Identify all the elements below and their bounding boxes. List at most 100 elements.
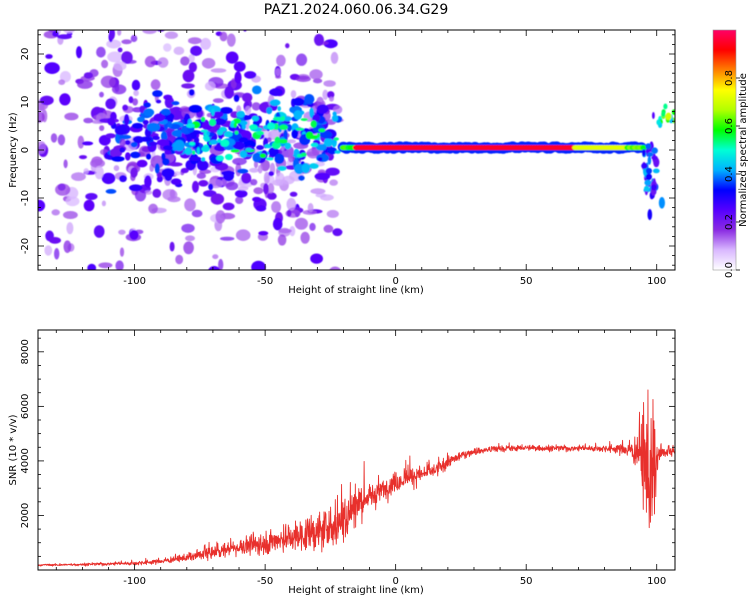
- heatmap-cell: [65, 196, 80, 207]
- heatmap-cell: [148, 203, 158, 214]
- heatmap-cell: [44, 62, 60, 74]
- heatmap-cell: [112, 296, 122, 302]
- heatmap-cell: [323, 80, 336, 87]
- heatmap-cell: [241, 172, 252, 184]
- heatmap-cell: [269, 88, 283, 97]
- heatmap-cell: [251, 85, 262, 95]
- heatmap-cell: [283, 116, 292, 122]
- heatmap-cell: [33, 10, 44, 15]
- heatmap-cell: [316, 104, 329, 114]
- heatmap-cell: [208, 183, 214, 191]
- heatmap-cell: [37, 324, 47, 330]
- heatmap-cell: [111, 156, 125, 162]
- heatmap-cell: [323, 39, 338, 49]
- y-tick-label: -10: [20, 190, 31, 206]
- heatmap-cell: [136, 159, 148, 168]
- heatmap-cell: [168, 162, 183, 167]
- heatmap-cell: [286, 209, 292, 217]
- heatmap-cell: [289, 191, 298, 197]
- heatmap-cell: [334, 150, 341, 154]
- heatmap-cell: [267, 183, 275, 194]
- heatmap-cell: [184, 198, 196, 212]
- heatmap-cell: [143, 108, 155, 117]
- heatmap-cell: [652, 168, 660, 174]
- heatmap-cell: [185, 235, 195, 242]
- heatmap-cell: [291, 129, 299, 139]
- heatmap-cell: [223, 170, 235, 182]
- heatmap-cell: [315, 144, 327, 151]
- heatmap-cell: [298, 175, 305, 181]
- heatmap-cell: [210, 68, 227, 73]
- heatmap-cell: [284, 142, 292, 150]
- heatmap-cell: [329, 179, 338, 186]
- heatmap-cell: [257, 164, 263, 174]
- colorbar-label: Normalized spectral amplitude: [738, 73, 749, 227]
- heatmap-cell: [86, 13, 94, 21]
- heatmap-cell: [243, 139, 256, 149]
- heatmap-cell: [63, 211, 78, 219]
- heatmap-cell: [130, 167, 138, 178]
- x-tick-label: -100: [123, 576, 146, 587]
- heatmap-cell: [263, 183, 269, 195]
- heatmap-cell: [272, 116, 283, 121]
- heatmap-cell: [296, 53, 308, 66]
- heatmap-cell: [268, 171, 274, 177]
- heatmap-cell: [323, 224, 334, 233]
- heatmap-cell: [327, 91, 335, 99]
- heatmap-cell: [58, 79, 66, 85]
- heatmap-cell: [83, 72, 93, 79]
- heatmap-cell: [62, 30, 76, 34]
- heatmap-cell: [235, 280, 239, 286]
- heatmap-cell: [214, 118, 226, 126]
- heatmap-cell: [44, 245, 53, 256]
- heatmap-cell: [113, 165, 120, 172]
- heatmap-cell: [324, 137, 333, 147]
- heatmap-cell: [212, 98, 224, 103]
- heatmap-cell: [219, 107, 233, 114]
- heatmap-cell: [57, 183, 66, 191]
- heatmap-cell: [107, 117, 115, 126]
- heatmap-cell: [133, 90, 139, 97]
- heatmap-cell: [190, 271, 204, 281]
- heatmap-cell: [210, 9, 216, 14]
- heatmap-cell: [277, 165, 287, 171]
- heatmap-cell: [188, 89, 195, 96]
- heatmap-cell: [289, 226, 296, 237]
- heatmap-cell: [309, 69, 323, 80]
- figure-title: PAZ1.2024.060.06.34.G29: [264, 2, 449, 18]
- heatmap-cell: [217, 138, 222, 143]
- heatmap-cell: [277, 106, 282, 112]
- heatmap-cell: [244, 71, 257, 79]
- heatmap-cell: [263, 171, 270, 185]
- heatmap-cell: [327, 147, 337, 155]
- heatmap-cell: [74, 312, 89, 316]
- y-tick-label: 10: [20, 96, 31, 109]
- heatmap-cell: [175, 254, 184, 265]
- heatmap-cell: [156, 139, 170, 146]
- heatmap-cell: [318, 128, 326, 133]
- heatmap-cell: [101, 200, 106, 207]
- heatmap-cell: [645, 173, 652, 181]
- x-tick-label: -100: [123, 276, 146, 287]
- heatmap-cell: [652, 112, 655, 119]
- heatmap-cell: [50, 133, 58, 143]
- heatmap-cell: [94, 165, 104, 180]
- heatmap-cell: [278, 139, 288, 144]
- heatmap-cell: [330, 140, 337, 144]
- heatmap-cell: [32, 297, 45, 303]
- heatmap-cell: [49, 278, 54, 286]
- heatmap-cell: [181, 223, 195, 233]
- heatmap-cell: [661, 111, 666, 118]
- heatmap-cell: [228, 16, 238, 29]
- heatmap-cell: [192, 180, 199, 193]
- heatmap-cell: [238, 137, 249, 143]
- heatmap-cell: [647, 209, 653, 221]
- heatmap-cell: [76, 46, 82, 59]
- heatmap-cell: [121, 51, 133, 64]
- heatmap-cell: [99, 125, 105, 131]
- heatmap-cell: [144, 175, 152, 188]
- heatmap-cell: [201, 157, 206, 162]
- heatmap-cell: [133, 136, 144, 144]
- heatmap-cell: [36, 310, 42, 321]
- heatmap-cell: [101, 59, 109, 69]
